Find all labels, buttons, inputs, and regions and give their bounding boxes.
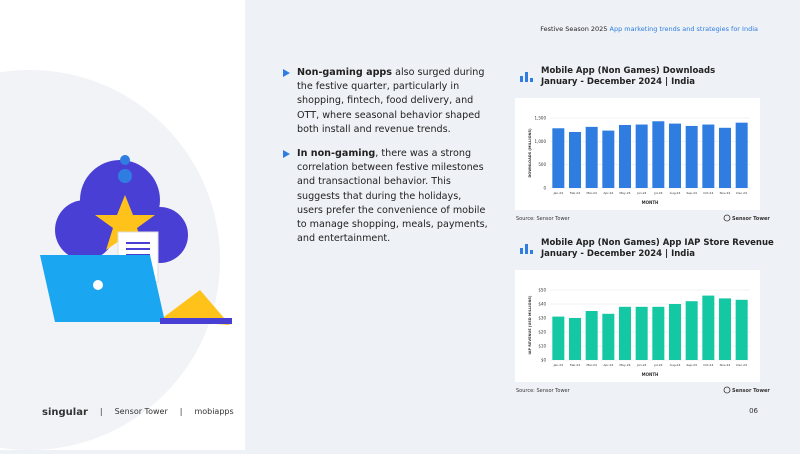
bar [569,318,581,360]
bar [702,124,715,188]
x-tick-label: Sep-24 [686,363,697,367]
x-tick-label: Nov-24 [720,191,731,195]
bar [735,122,748,188]
logo: singular [42,407,88,418]
bar [652,306,665,360]
bar [619,125,631,188]
bar [635,124,648,188]
bar [619,306,631,360]
x-tick-label: Jan-24 [553,191,564,195]
source: Source: Sensor Tower [516,388,571,394]
x-tick-label: Oct-24 [703,191,713,195]
source-logo: Sensor Tower [732,388,770,394]
header: Festive Season 2025 App marketing trends… [540,25,758,33]
y-axis-label: DOWNLOADS (MILLIONS) [528,128,532,178]
x-tick-label: Apr-24 [603,191,613,195]
bullet-bold: Non-gaming apps [297,67,393,78]
y-tick-label: $10 [538,344,546,349]
x-tick-label: Nov-24 [720,363,731,367]
bar [685,301,698,360]
y-tick-label: $0 [541,358,547,363]
title-icon [525,72,528,82]
y-tick-label: $20 [538,330,546,335]
x-tick-label: Dec-24 [736,191,747,195]
bullet: In non-gaming, there was a strong correl… [283,147,488,246]
x-tick-label: May-24 [619,363,630,367]
y-tick-label: $50 [538,288,546,293]
header-rest: App marketing trends and strategies for … [609,25,759,33]
x-axis-label: MONTH [642,200,659,205]
source-logo: Sensor Tower [732,216,770,222]
bar [669,304,681,360]
y-tick-label: 0 [543,186,546,191]
title-icon [520,248,523,254]
bar [685,125,698,188]
x-tick-label: Oct-24 [703,363,713,367]
bar [669,123,681,188]
source: Source: Sensor Tower [516,216,571,222]
bar [602,313,615,360]
bullet-text: also surged during the festive quarter, … [297,67,485,135]
y-tick-label: 500 [538,162,546,167]
bar [702,295,715,360]
x-tick-label: Aug-24 [670,191,681,195]
x-axis-label: MONTH [642,372,659,377]
footer: singular | Sensor Tower | mobiapps [42,407,234,418]
side-panel [0,0,245,450]
x-tick-label: Apr-24 [603,363,613,367]
source-logo-icon [723,214,731,222]
bullet-text: , there was a strong correlation between… [297,148,488,245]
chart-title: Mobile App (Non Games) App IAP Store Rev… [541,238,774,248]
header-lead: Festive Season 2025 [540,25,608,33]
y-tick-label: $30 [538,316,546,321]
bullets: Non-gaming apps also surged during the f… [283,66,488,256]
bar [552,128,565,188]
bar [585,311,598,360]
page-number: 06 [749,407,758,415]
title-icon [530,78,533,82]
x-tick-label: Jun-24 [636,191,647,195]
bullet-bold: In non-gaming [297,148,376,160]
y-tick-label: 1,000 [535,139,547,144]
title-icon [520,76,523,82]
chart-title: Mobile App (Non Games) Downloads [541,66,715,76]
bar [735,299,748,360]
bullet: Non-gaming apps also surged during the f… [283,66,488,137]
bar [652,121,665,188]
bar [602,130,615,188]
bar [552,316,565,360]
bar [719,127,731,188]
x-tick-label: Dec-24 [736,363,747,367]
title-icon [525,244,528,254]
bar [635,306,648,360]
x-tick-label: May-24 [619,191,630,195]
bar [585,126,598,188]
x-tick-label: Aug-24 [670,363,681,367]
x-tick-label: Feb-24 [570,363,580,367]
logo: mobiapps [194,407,234,416]
chart-subtitle: January - December 2024 | India [540,249,695,259]
illustration [0,70,232,450]
x-tick-label: Jul-24 [653,191,663,195]
x-tick-label: Jun-24 [636,363,647,367]
chart-subtitle: January - December 2024 | India [540,77,695,87]
bar [719,298,731,360]
x-tick-label: Jul-24 [653,363,663,367]
x-tick-label: Jan-24 [553,363,564,367]
source-logo-icon [723,386,731,394]
x-tick-label: Sep-24 [686,191,697,195]
logo: Sensor Tower [114,407,168,416]
bar [569,132,581,188]
y-axis-label: IAP REVENUE (USD MILLIONS) [528,295,532,354]
y-tick-label: 1,500 [535,116,547,121]
x-tick-label: Mar-24 [586,363,596,367]
x-tick-label: Feb-24 [570,191,580,195]
x-tick-label: Mar-24 [586,191,596,195]
title-icon [530,250,533,254]
y-tick-label: $40 [538,302,546,307]
